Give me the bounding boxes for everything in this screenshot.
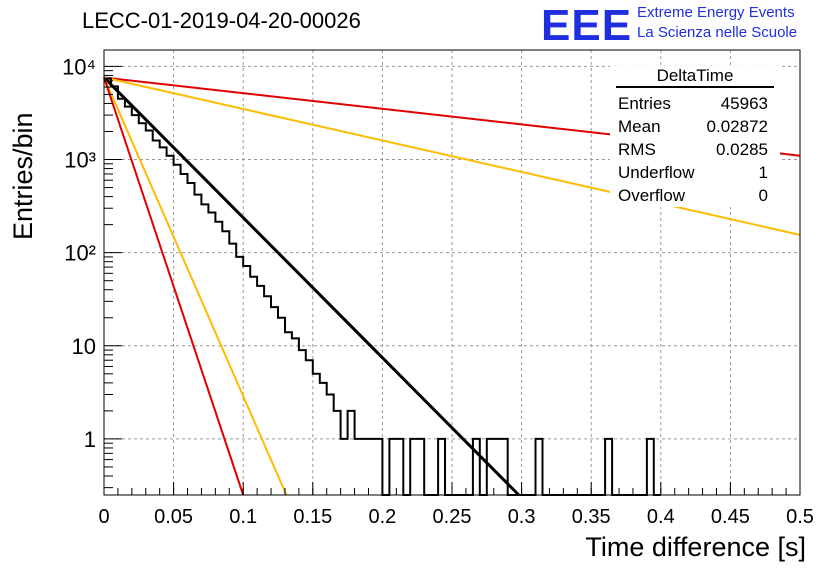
stats-row-entries: Entries 45963 — [610, 92, 780, 115]
stats-label: Entries — [618, 94, 671, 113]
x-tick-label: 0.05 — [154, 506, 193, 528]
stats-value: 0.02872 — [706, 117, 768, 136]
stats-value: 0 — [758, 186, 768, 205]
fit-line — [103, 77, 288, 496]
stats-row-overflow: Overflow 0 — [610, 184, 780, 207]
histogram-outline — [104, 77, 661, 496]
x-tick-label: 0.25 — [433, 506, 472, 528]
x-tick-label: 0.35 — [572, 506, 611, 528]
x-tick-label: 0 — [98, 506, 109, 528]
stats-box: DeltaTime Entries 45963 Mean 0.02872 RMS… — [610, 66, 780, 207]
stats-title: DeltaTime — [616, 66, 774, 88]
eee-line2: La Scienza nelle Scuole — [637, 24, 798, 41]
histogram — [104, 77, 661, 496]
plot-title: LECC-01-2019-04-20-00026 — [82, 8, 361, 33]
x-tick-label: 0.45 — [711, 506, 750, 528]
x-axis-label: Time difference [s] — [585, 532, 806, 562]
x-tick-label: 0.15 — [293, 506, 332, 528]
fit-line — [103, 76, 801, 236]
stats-value: 1 — [758, 163, 768, 182]
x-tick-label: 0.5 — [786, 506, 814, 528]
stats-label: Underflow — [618, 163, 695, 182]
y-tick-label: 10⁴ — [62, 54, 96, 79]
y-tick-label: 10² — [64, 241, 96, 266]
stats-row-rms: RMS 0.0285 — [610, 138, 780, 161]
stats-label: RMS — [618, 140, 656, 159]
eee-logo-text: Extreme Energy Events La Scienza nelle S… — [637, 3, 797, 43]
x-tick-label: 0.4 — [647, 506, 675, 528]
stats-value: 45963 — [720, 94, 768, 113]
stats-label: Overflow — [618, 186, 686, 205]
stats-row-underflow: Underflow 1 — [610, 161, 780, 184]
y-axis-label: Entries/bin — [8, 112, 38, 240]
y-axis-ticks: 1 10 10² 10³ 10⁴ — [62, 54, 122, 489]
fit-line — [103, 77, 245, 496]
y-tick-label: 1 — [84, 427, 96, 452]
stats-label: Mean — [618, 117, 661, 136]
x-axis-ticks: 0 0.05 0.1 0.15 0.2 0.25 0.3 0.35 0.4 0.45 0.5 — [98, 482, 814, 528]
eee-line1: Extreme Energy Events — [637, 4, 795, 21]
x-tick-label: 0.1 — [229, 506, 257, 528]
y-tick-label: 10 — [72, 334, 96, 359]
y-tick-label: 10³ — [64, 148, 96, 173]
x-tick-label: 0.3 — [508, 506, 536, 528]
eee-logo: EEE — [541, 1, 633, 50]
fit-line — [102, 76, 520, 497]
x-tick-label: 0.2 — [368, 506, 396, 528]
stats-value: 0.0285 — [716, 140, 768, 159]
stats-row-mean: Mean 0.02872 — [610, 115, 780, 138]
